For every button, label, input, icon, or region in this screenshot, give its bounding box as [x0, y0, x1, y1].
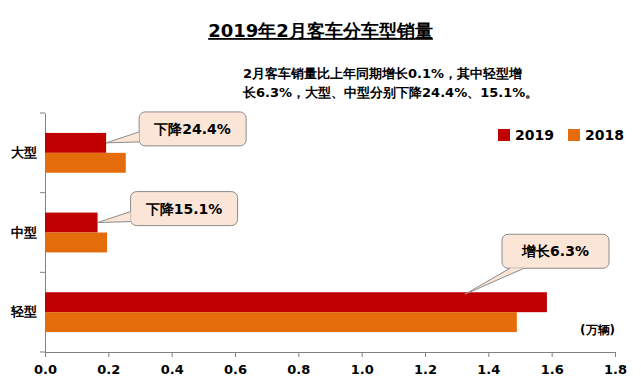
- x-tick: 1.6: [541, 352, 564, 377]
- x-axis-line: [46, 352, 616, 353]
- x-tick: 1.0: [351, 352, 374, 377]
- y-tick-label: 中型: [11, 225, 37, 240]
- y-tick-label: 大型: [11, 145, 37, 160]
- x-tick: 0.8: [287, 352, 310, 377]
- legend-label: 2019: [515, 127, 554, 143]
- callout-box: [502, 234, 609, 268]
- x-tick: 1.4: [477, 352, 500, 377]
- x-tick-mark: [235, 352, 236, 357]
- category-divider: [40, 113, 45, 114]
- category-divider: [40, 272, 45, 273]
- callout-pointer-edge: [465, 268, 524, 294]
- bar: [45, 133, 106, 153]
- x-tick-label: 0.2: [97, 362, 120, 377]
- callout: 下降15.1%: [98, 192, 238, 226]
- callout-pointer-edge: [106, 132, 139, 143]
- x-axis-title: (万辆): [580, 323, 615, 337]
- x-tick-mark: [108, 352, 109, 357]
- x-tick-mark: [45, 352, 46, 357]
- x-tick-mark: [298, 352, 299, 357]
- y-tick-label: 轻型: [10, 304, 37, 319]
- callout: 下降24.4%: [106, 112, 246, 146]
- x-tick: 1.8: [604, 352, 627, 377]
- x-axis: 0.0 0.2 0.4 0.6 0.8 1.0 1.2 1.4 1.6 1.8: [34, 352, 627, 377]
- callout-pointer-edge: [98, 212, 131, 223]
- callout-box: [139, 112, 246, 146]
- x-tick-mark: [172, 352, 173, 357]
- legend-swatch: [568, 129, 580, 141]
- callout-pointer: [106, 132, 139, 143]
- x-tick-label: 0.0: [34, 362, 57, 377]
- chart: 2019年2月客车分车型销量 2月客车销量比上年同期增长0.1%，其中轻型增长6.…: [0, 0, 641, 386]
- category-divider: [40, 192, 45, 193]
- y-tick: 轻型: [10, 304, 37, 319]
- subtitle: 长6.3%，大型、中型分别下降24.4%、15.1%。: [242, 85, 538, 100]
- y-axis: 大型中型轻型: [10, 114, 46, 353]
- x-tick-mark: [362, 352, 363, 357]
- y-tick: 中型: [11, 225, 37, 240]
- callout-pointer: [98, 212, 131, 223]
- x-tick: 1.2: [414, 352, 437, 377]
- annotation: 下降24.4%: [153, 121, 231, 137]
- annotations: 下降24.4% 下降15.1% 增长6.3%: [98, 112, 609, 294]
- x-tick-mark: [615, 352, 616, 357]
- x-tick: 0.4: [161, 352, 184, 377]
- x-tick-label: 0.6: [224, 362, 247, 377]
- y-tick: 大型: [11, 145, 37, 160]
- x-tick-label: 1.8: [604, 362, 627, 377]
- legend: 2019 2018: [498, 127, 624, 143]
- category-divider: [40, 352, 45, 353]
- x-tick-label: 1.4: [477, 362, 500, 377]
- bar: [45, 312, 517, 332]
- x-tick-mark: [552, 352, 553, 357]
- legend-label: 2018: [585, 127, 624, 143]
- bar: [45, 292, 547, 312]
- bars: [45, 133, 547, 332]
- x-tick-label: 1.6: [541, 362, 564, 377]
- x-tick: 0.6: [224, 352, 247, 377]
- title: 2019年2月客车分车型销量: [208, 20, 433, 41]
- callout-pointer: [465, 268, 524, 294]
- x-tick: 0.0: [34, 352, 57, 377]
- x-tick-label: 0.8: [287, 362, 310, 377]
- annotation: 增长6.3%: [521, 243, 589, 259]
- callout-box: [131, 192, 238, 226]
- x-tick-label: 1.2: [414, 362, 437, 377]
- bar: [45, 233, 107, 253]
- callout: 增长6.3%: [465, 234, 609, 294]
- x-tick-label: 0.4: [161, 362, 184, 377]
- x-tick-mark: [425, 352, 426, 357]
- bar: [45, 153, 126, 173]
- bar: [45, 213, 98, 233]
- subtitle: 2月客车销量比上年同期增长0.1%，其中轻型增: [243, 66, 522, 81]
- x-tick-label: 1.0: [351, 362, 374, 377]
- x-tick: 0.2: [97, 352, 120, 377]
- legend-swatch: [498, 129, 510, 141]
- x-tick-mark: [488, 352, 489, 357]
- annotation: 下降15.1%: [145, 201, 223, 217]
